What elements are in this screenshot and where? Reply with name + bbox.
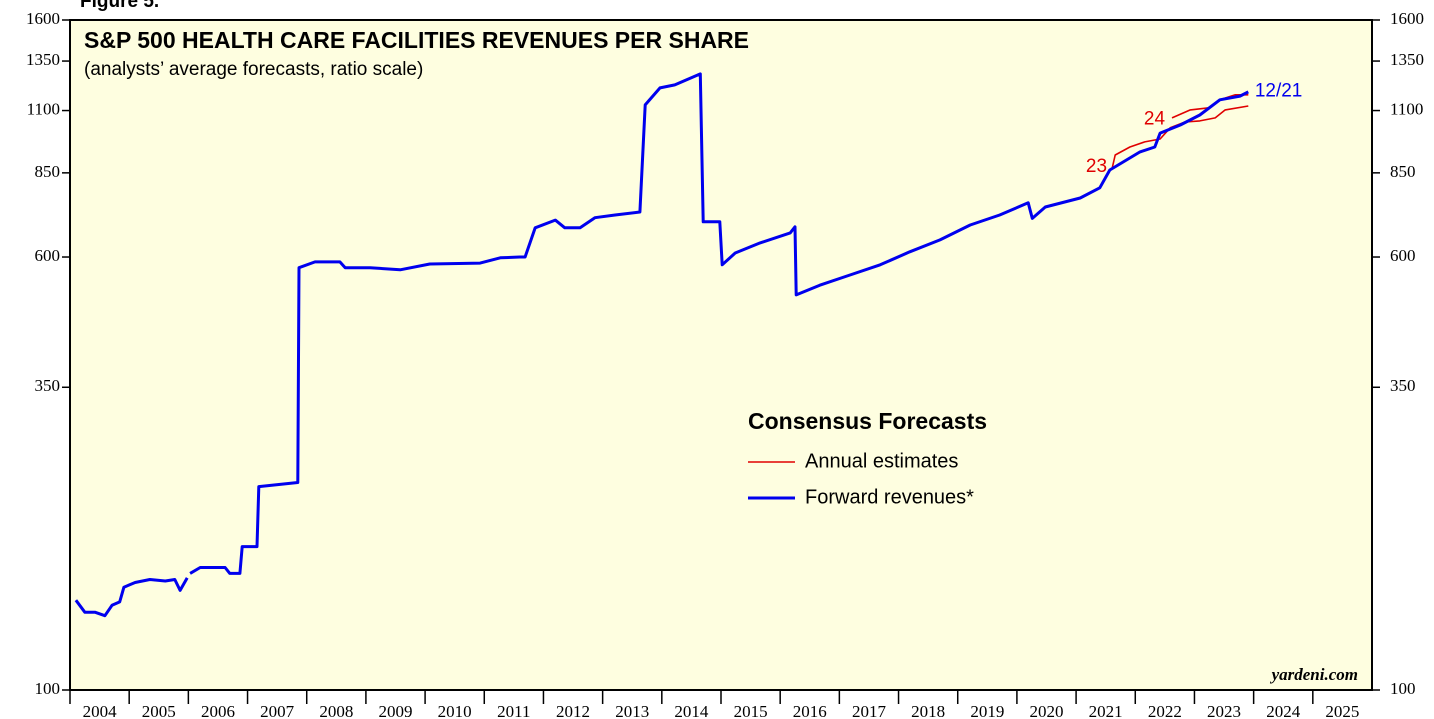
x-tick-label: 2017	[852, 702, 887, 719]
x-tick-label: 2023	[1207, 702, 1241, 719]
x-tick-label: 2018	[911, 702, 945, 719]
x-tick-label: 2024	[1266, 702, 1301, 719]
plot-area	[69, 19, 1373, 691]
y-tick-label: 1100	[27, 99, 60, 118]
source: yardeni.com	[1270, 665, 1358, 684]
series-line	[189, 72, 1249, 575]
annotation: 12/21	[1255, 81, 1303, 102]
x-tick-label: 2008	[319, 702, 353, 719]
annotation: 24	[1144, 109, 1166, 130]
chart-title: S&P 500 HEALTH CARE FACILITIES REVENUES …	[84, 27, 749, 53]
x-tick-label: 2005	[142, 702, 176, 719]
x-tick-label: 2011	[497, 702, 530, 719]
x-tick-label: 2009	[379, 702, 413, 719]
y2-tick-label: 350	[1390, 376, 1416, 395]
y-tick-label: 600	[35, 246, 61, 265]
y2-tick-label: 600	[1390, 246, 1416, 265]
legend-label: Forward revenues*	[805, 486, 974, 508]
y-tick-label: 1350	[26, 50, 60, 69]
legend-label: Annual estimates	[805, 450, 958, 472]
y-tick-label: 1600	[26, 9, 60, 28]
x-tick-label: 2015	[734, 702, 768, 719]
series-line	[74, 577, 189, 618]
y2-tick-label: 1100	[1390, 99, 1423, 118]
y2-tick-label: 1350	[1390, 50, 1424, 69]
annotation: 23	[1086, 156, 1107, 177]
y2-tick-label: 850	[1390, 162, 1416, 181]
x-tick-label: 2013	[615, 702, 649, 719]
y2-tick-label: 100	[1390, 679, 1416, 698]
x-tick-label: 2020	[1030, 702, 1064, 719]
x-tick-label: 2014	[674, 702, 709, 719]
x-tick-label: 2004	[83, 702, 118, 719]
x-tick-label: 2025	[1325, 702, 1359, 719]
x-tick-label: 2006	[201, 702, 235, 719]
y-tick-label: 350	[35, 376, 61, 395]
x-tick-label: 2019	[970, 702, 1004, 719]
y-tick-label: 850	[35, 162, 61, 181]
x-tick-label: 2012	[556, 702, 590, 719]
y-tick-label: 100	[35, 679, 61, 698]
chart-subtitle: (analysts’ average forecasts, ratio scal…	[84, 59, 423, 80]
x-tick-label: 2016	[793, 702, 827, 719]
x-tick-label: 2007	[260, 702, 295, 719]
legend-title: Consensus Forecasts	[748, 408, 987, 434]
figure-label: Figure 5.	[80, 0, 159, 12]
y2-tick-label: 1600	[1390, 9, 1424, 28]
x-tick-label: 2022	[1148, 702, 1182, 719]
x-tick-label: 2010	[438, 702, 472, 719]
x-tick-label: 2021	[1089, 702, 1123, 719]
